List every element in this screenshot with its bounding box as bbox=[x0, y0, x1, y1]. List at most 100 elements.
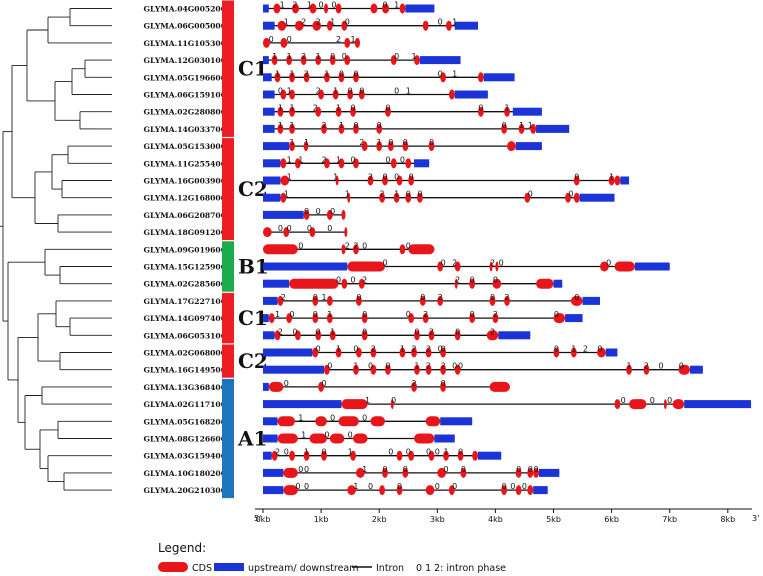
intron-phase-label: 0 bbox=[385, 362, 390, 371]
intron-phase-label: 2 bbox=[336, 35, 341, 44]
utr-block bbox=[582, 296, 600, 305]
intron-phase-label: 0 bbox=[452, 362, 457, 371]
intron-phase-label: 0 bbox=[284, 448, 289, 457]
legend-title: Legend: bbox=[158, 541, 206, 555]
cds-block bbox=[277, 295, 284, 306]
cds-block bbox=[280, 158, 287, 169]
cds-block bbox=[643, 364, 650, 375]
cds-block bbox=[280, 175, 290, 186]
gene-label: GLYMA.08G126600 bbox=[144, 435, 226, 444]
intron-phase-label: 0 bbox=[385, 155, 390, 164]
utr-block bbox=[454, 90, 488, 99]
cds-block bbox=[527, 467, 534, 478]
utr-block bbox=[263, 296, 278, 305]
utr-block bbox=[263, 468, 284, 477]
intron-phase-label: 0 bbox=[304, 465, 309, 474]
utr-block bbox=[605, 348, 618, 357]
cds-block bbox=[289, 106, 295, 117]
cds-block bbox=[408, 244, 435, 255]
cds-block bbox=[309, 3, 317, 14]
utr-block bbox=[263, 434, 278, 443]
utr-block bbox=[263, 365, 325, 374]
axis-start-label: 5' bbox=[254, 514, 261, 523]
legend-utr-label: upstream/ downstream bbox=[248, 563, 359, 574]
cds-block bbox=[280, 37, 288, 48]
cds-block bbox=[294, 330, 301, 341]
cds-block bbox=[274, 330, 281, 341]
intron-phase-label: 0 bbox=[441, 259, 446, 268]
intron-phase-label: 2 bbox=[490, 327, 495, 336]
gene-structure-row: 0 1 0 2 1 2 2 00 0 1 2 0 bbox=[263, 345, 618, 358]
gene-structure-row: 1 0 0 bbox=[263, 431, 455, 444]
cds-block bbox=[489, 381, 510, 392]
gene-structures: 1 2 1 0 0 0 11 2 2 1 0 0 10 0 2 11 1 2 1 0 0 0 11 1 2 1 0 0 0 10 1 2 1 0 0… bbox=[263, 1, 752, 496]
cds-block bbox=[396, 175, 403, 186]
group-label: C2 bbox=[238, 177, 268, 201]
cds-block bbox=[626, 364, 632, 375]
cds-block bbox=[326, 209, 333, 220]
intron-phase-label: 0 bbox=[313, 293, 318, 302]
intron-phase-label: 0 bbox=[435, 482, 440, 491]
utr-block bbox=[263, 142, 290, 151]
group-bar bbox=[222, 344, 234, 378]
cds-block bbox=[437, 467, 447, 478]
gene-label: GLYMA.15G125900 bbox=[144, 263, 226, 272]
intron-phase-label: 1 bbox=[307, 1, 312, 10]
cds-block bbox=[530, 123, 537, 134]
gene-label: GLYMA.06G005000 bbox=[144, 22, 226, 31]
cds-block bbox=[283, 485, 298, 496]
intron-phase-label: 1 bbox=[626, 362, 631, 371]
gene-label: GLYMA.05G196600 bbox=[144, 73, 226, 82]
cds-block bbox=[370, 347, 377, 358]
axis-tick-label: 8kb bbox=[720, 515, 735, 524]
utr-block bbox=[263, 4, 269, 13]
axis-tick-label: 4kb bbox=[488, 515, 503, 524]
intron-phase-label: 0 bbox=[362, 241, 367, 250]
cds-block bbox=[315, 55, 322, 66]
intron-phase-label: 1 bbox=[298, 413, 303, 422]
cds-block bbox=[354, 37, 361, 48]
cds-block bbox=[268, 313, 275, 324]
cds-block bbox=[335, 347, 342, 358]
cds-block bbox=[597, 347, 606, 358]
gene-label: GLYMA.20G210300 bbox=[144, 486, 226, 495]
cds-block bbox=[385, 364, 391, 375]
utr-block bbox=[414, 159, 430, 168]
cds-block bbox=[344, 55, 351, 66]
cds-block bbox=[533, 467, 539, 478]
gene-label: GLYMA.18G091200 bbox=[144, 228, 226, 237]
intron-phase-label: 0 bbox=[316, 327, 321, 336]
intron-phase-label: 1 bbox=[345, 190, 350, 199]
intron-phase-label: 1 bbox=[324, 69, 329, 78]
intron-phase-label: 0 bbox=[284, 379, 289, 388]
utr-block bbox=[263, 382, 269, 391]
intron-phase-label: 0 bbox=[313, 310, 318, 319]
cds-block bbox=[303, 141, 309, 152]
utr-block bbox=[579, 193, 615, 202]
intron-phase-label: 2 bbox=[493, 310, 498, 319]
intron-phase-label: 0 bbox=[528, 190, 533, 199]
intron-phase-label: 1 bbox=[290, 104, 295, 113]
cds-block bbox=[419, 295, 426, 306]
cds-block bbox=[454, 364, 461, 375]
cds-block bbox=[536, 278, 554, 289]
utr-block bbox=[263, 417, 278, 426]
intron-phase-label: 1 bbox=[275, 310, 280, 319]
cds-block bbox=[341, 244, 346, 255]
utr-block bbox=[434, 434, 455, 443]
cds-block bbox=[312, 20, 322, 31]
cds-block bbox=[361, 141, 368, 152]
cds-block bbox=[318, 89, 325, 100]
cds-block bbox=[338, 72, 345, 83]
group-label: C2 bbox=[238, 349, 268, 373]
intron-phase-label: 0 bbox=[330, 413, 335, 422]
intron-phase-label: 0 bbox=[441, 345, 446, 354]
gene-structure-row: 0 0 2 1 bbox=[263, 35, 361, 48]
gene-label: GLYMA.14G033700 bbox=[144, 125, 226, 134]
cds-block bbox=[335, 175, 339, 186]
cds-block bbox=[405, 158, 412, 169]
cds-block bbox=[396, 450, 403, 461]
intron-phase-label: 0 bbox=[409, 173, 414, 182]
